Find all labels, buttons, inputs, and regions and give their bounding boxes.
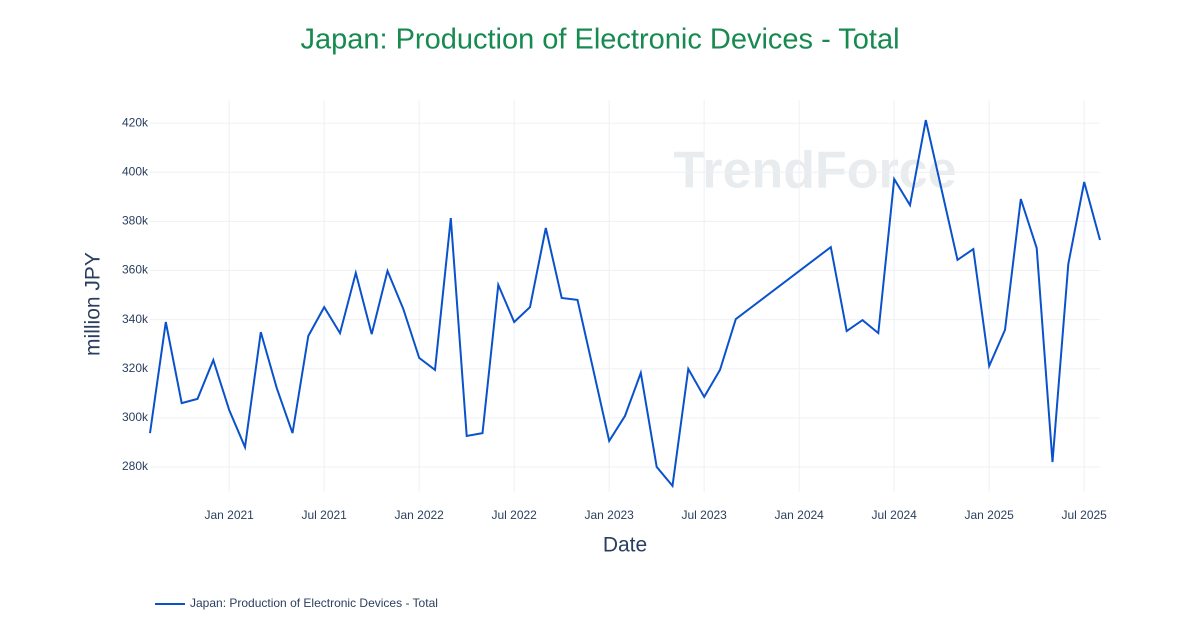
x-tick-label: Jan 2023 [584, 508, 634, 522]
x-tick-label: Jul 2022 [491, 508, 537, 522]
y-tick-label: 400k [122, 164, 149, 178]
data-line [149, 119, 1101, 489]
x-tick-label: Jan 2022 [394, 508, 444, 522]
y-tick-label: 420k [122, 115, 149, 129]
x-tick-label: Jan 2024 [774, 508, 824, 522]
y-tick-label: 280k [122, 459, 149, 473]
plot [149, 119, 1101, 489]
x-axis-title: Date [603, 534, 647, 557]
y-tick-label: 300k [122, 410, 149, 424]
y-tick-label: 380k [122, 214, 149, 228]
y-axis-title: million JPY [82, 252, 105, 356]
x-tick-label: Jul 2021 [301, 508, 347, 522]
chart-title: Japan: Production of Electronic Devices … [300, 24, 899, 56]
legend-label: Japan: Production of Electronic Devices … [190, 596, 438, 610]
y-tick-label: 360k [122, 263, 149, 277]
y-tick-label: 340k [122, 312, 149, 326]
x-tick-label: Jan 2021 [204, 508, 254, 522]
watermark: TrendForce [673, 142, 956, 200]
x-tick-label: Jul 2024 [871, 508, 917, 522]
y-tick-label: 320k [122, 361, 149, 375]
grid [150, 100, 1100, 492]
x-tick-label: Jan 2025 [964, 508, 1014, 522]
x-tick-label: Jul 2025 [1061, 508, 1107, 522]
x-tick-label: Jul 2023 [681, 508, 727, 522]
